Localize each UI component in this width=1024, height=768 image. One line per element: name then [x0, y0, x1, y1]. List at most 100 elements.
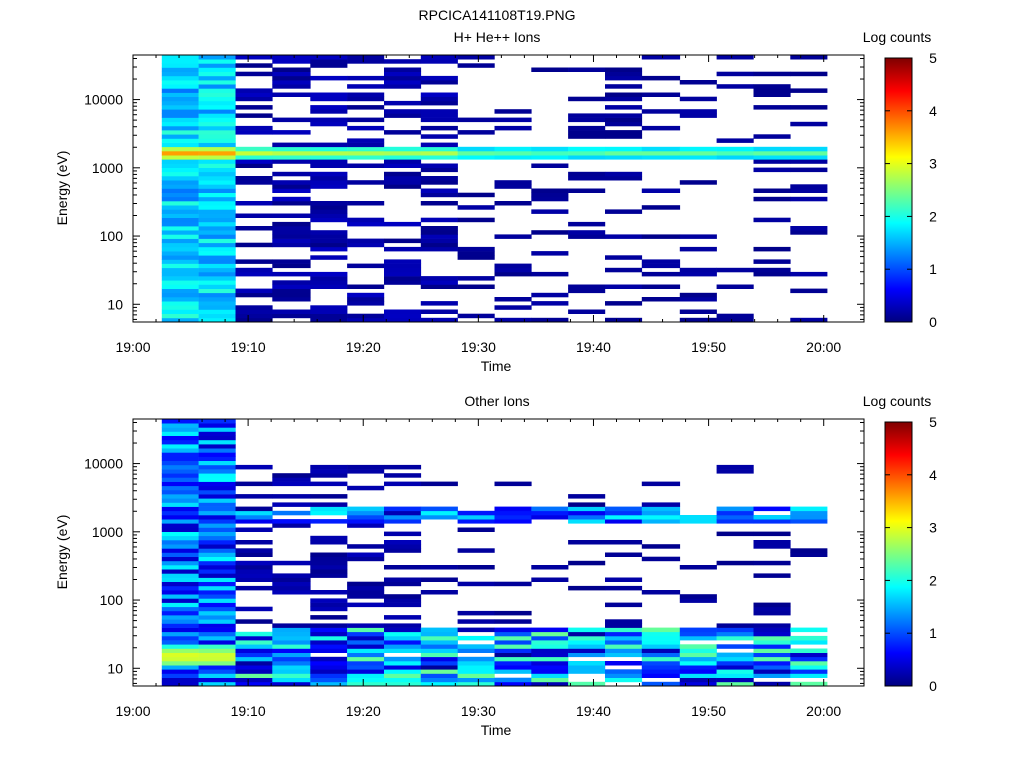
heatmap-cell — [753, 84, 791, 89]
heatmap-cell — [235, 560, 273, 566]
heatmap-cell — [531, 251, 569, 256]
heatmap-cell — [198, 297, 236, 302]
heatmap-cell — [568, 151, 606, 156]
heatmap-cell — [384, 519, 422, 524]
heatmap-cell — [384, 464, 422, 470]
heatmap-cell — [198, 423, 236, 428]
heatmap-cells — [161, 55, 828, 323]
heatmap-cell — [790, 288, 828, 294]
heatmap-cell — [679, 109, 717, 114]
heatmap-cell — [790, 188, 828, 193]
heatmap-cell — [310, 606, 348, 612]
heatmap-cell — [161, 419, 199, 424]
heatmap-cell — [679, 297, 717, 302]
heatmap-cell — [161, 213, 199, 218]
heatmap-cell — [494, 631, 532, 637]
heatmap-cell — [679, 309, 717, 314]
heatmap-cell — [310, 635, 348, 641]
x-tick-label: 19:50 — [691, 703, 726, 719]
heatmap-cell — [605, 284, 643, 289]
colorbar-tick-label: 1 — [929, 625, 937, 641]
heatmap-cell — [753, 146, 791, 152]
heatmap-cell — [457, 192, 495, 198]
heatmap-cell — [420, 80, 458, 85]
heatmap-cell — [716, 138, 754, 143]
heatmap-cell — [347, 506, 385, 512]
heatmap-cell — [716, 673, 754, 678]
heatmap-cell — [347, 485, 385, 491]
heatmap-cell — [272, 652, 311, 658]
heatmap-cell — [457, 117, 495, 123]
heatmap-cell — [641, 656, 681, 662]
heatmap-cell — [716, 661, 754, 666]
heatmap-cell — [198, 669, 236, 674]
heatmap-cell — [198, 96, 236, 102]
heatmap-cell — [347, 510, 385, 516]
heatmap-cell — [198, 590, 236, 595]
heatmap-cell — [420, 55, 458, 60]
heatmap-cell — [235, 271, 273, 277]
heatmap-cell — [310, 209, 348, 214]
heatmap-cell — [790, 681, 828, 687]
heatmap-cell — [235, 309, 273, 314]
heatmap-cell — [310, 631, 348, 637]
heatmap-cell — [568, 665, 606, 670]
heatmap-cell — [235, 606, 273, 612]
heatmap-cell — [420, 669, 458, 674]
heatmap-cell — [272, 590, 311, 595]
heatmap-cell — [198, 573, 236, 578]
heatmap-cell — [641, 673, 681, 678]
colorbar-gradient — [884, 57, 913, 323]
heatmap-cell — [384, 677, 422, 683]
heatmap-cell — [310, 171, 348, 177]
heatmap-cell — [347, 284, 385, 289]
heatmap-cell — [494, 201, 532, 206]
heatmap-cell — [347, 661, 385, 666]
heatmap-cell — [272, 581, 311, 587]
heatmap-cell — [310, 155, 348, 160]
heatmap-cell — [457, 610, 495, 616]
heatmap-cell — [235, 288, 273, 294]
heatmap-cell — [161, 284, 199, 289]
heatmap-cell — [457, 284, 495, 289]
heatmap-cell — [272, 171, 311, 177]
heatmap-cell — [420, 681, 458, 687]
heatmap-cell — [272, 180, 311, 185]
heatmap-cell — [420, 577, 458, 582]
heatmap-cell — [531, 188, 569, 193]
heatmap-cell — [198, 75, 236, 81]
heatmap-cell — [568, 635, 606, 641]
heatmap-cell — [716, 510, 754, 516]
heatmap-cell — [790, 552, 828, 557]
heatmap-cell — [161, 477, 199, 482]
heatmap-cell — [641, 652, 681, 658]
heatmap-cell — [198, 598, 236, 603]
heatmap-cell — [641, 640, 681, 645]
colorbar-tick-label: 3 — [929, 156, 937, 172]
heatmap-cell — [605, 540, 643, 545]
heatmap-cell — [198, 548, 236, 553]
heatmap-cell — [310, 656, 348, 662]
heatmap-cell — [605, 75, 643, 81]
heatmap-cell — [161, 309, 199, 314]
heatmap-cell — [753, 644, 791, 649]
heatmap-cell — [347, 217, 385, 223]
heatmap-cell — [198, 460, 236, 466]
heatmap-cell — [457, 276, 495, 281]
heatmap-cell — [161, 92, 199, 97]
heatmap-cell — [679, 598, 717, 603]
heatmap-cell — [161, 531, 199, 537]
heatmap-cell — [384, 581, 422, 587]
heatmap-cell — [679, 594, 717, 599]
heatmap-cell — [605, 577, 643, 582]
heatmap-cell — [384, 623, 422, 628]
heatmap-cell — [272, 238, 311, 244]
heatmap-cell — [347, 556, 385, 562]
heatmap-cell — [420, 201, 458, 206]
heatmap-cell — [272, 92, 311, 97]
heatmap-cell — [272, 196, 311, 202]
heatmap-cell — [198, 92, 236, 97]
heatmap-cell — [605, 255, 643, 260]
heatmap-cell — [384, 544, 422, 549]
heatmap-cell — [161, 485, 199, 491]
